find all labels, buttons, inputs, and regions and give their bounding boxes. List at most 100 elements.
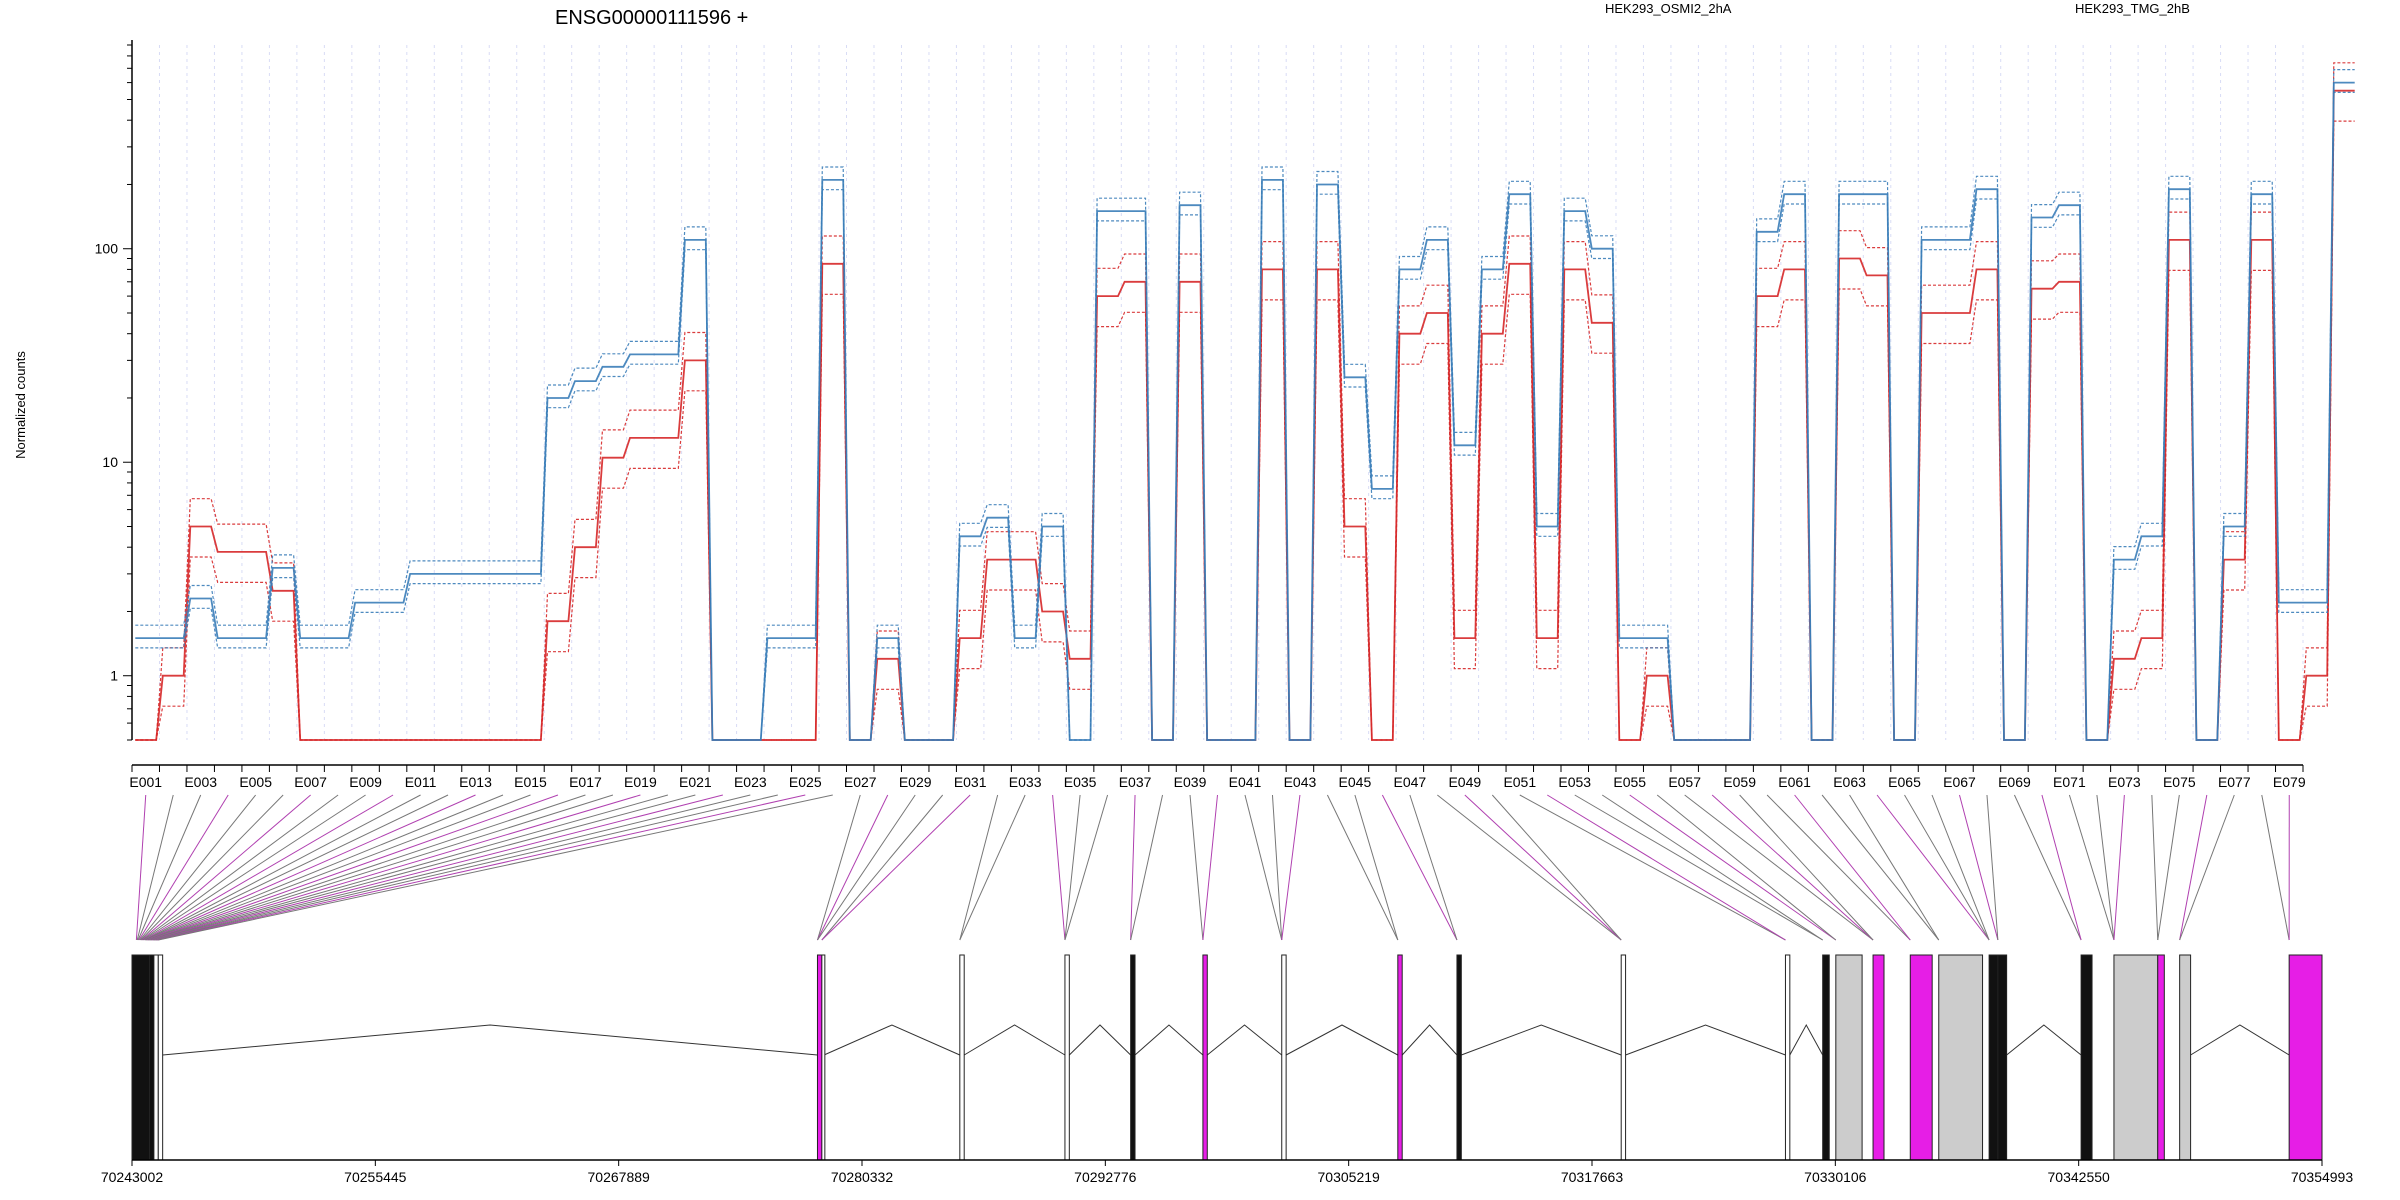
- exon-connector: [1959, 794, 1999, 941]
- exon-connector-lines: [135, 794, 2290, 941]
- exon-connector: [1491, 794, 1622, 941]
- x-tick-label: E053: [1558, 774, 1591, 790]
- genome-tick-label: 70305219: [1318, 1169, 1381, 1185]
- exon-connector: [1381, 794, 1458, 941]
- exon-block: [2080, 954, 2093, 1161]
- exon-connector: [1821, 794, 1940, 941]
- y-tick-label: 100: [95, 241, 119, 257]
- exon-block: [1202, 954, 1208, 1161]
- genome-tick-label: 70255445: [344, 1169, 407, 1185]
- x-tick-label: E061: [1778, 774, 1811, 790]
- chart-title: ENSG00000111596 +: [555, 7, 748, 29]
- x-tick-label: E045: [1339, 774, 1372, 790]
- y-axis-label: Normalized counts: [13, 351, 28, 459]
- exon-connector: [2157, 794, 2180, 941]
- x-tick-label: E025: [789, 774, 822, 790]
- vertical-grid: [131, 45, 2304, 740]
- exon-block: [959, 954, 965, 1161]
- exon-connector: [2179, 794, 2235, 941]
- exon-connector: [150, 794, 586, 941]
- intron-line: [1401, 1024, 1458, 1056]
- exon-connector: [1326, 794, 1399, 941]
- exon-connector: [2261, 794, 2290, 941]
- x-tick-label: E023: [734, 774, 767, 790]
- series-line-tmg: [135, 81, 2355, 741]
- x-tick-label: E017: [569, 774, 602, 790]
- x-tick-label: E009: [349, 774, 382, 790]
- exon-connector: [145, 794, 449, 941]
- series-line-osmi2: [135, 120, 2355, 741]
- exon-connector: [959, 794, 999, 941]
- genome-tick-label: 70354993: [2291, 1169, 2354, 1185]
- exon-block: [2179, 954, 2192, 1161]
- exon-connector: [1064, 794, 1081, 941]
- x-tick-label: E039: [1174, 774, 1207, 790]
- x-tick-label: E063: [1833, 774, 1866, 790]
- intron-line: [1285, 1024, 1399, 1056]
- y-tick-label: 10: [102, 454, 118, 470]
- exon-block: [1397, 954, 1403, 1161]
- exon-connector: [147, 794, 504, 941]
- x-tick-label: E059: [1723, 774, 1756, 790]
- exon-connector: [149, 794, 559, 941]
- exon-block: [157, 954, 164, 1161]
- exon-connector: [2068, 794, 2115, 941]
- x-tick-label: E031: [954, 774, 987, 790]
- exon-connector: [155, 794, 751, 941]
- intron-line: [1461, 1024, 1622, 1056]
- exon-connector: [1574, 794, 1823, 941]
- exon-block: [131, 954, 151, 1161]
- exon-block: [1997, 954, 2008, 1161]
- x-tick-label: E001: [129, 774, 162, 790]
- exon-connector: [152, 794, 669, 941]
- x-tick-label: E057: [1668, 774, 1701, 790]
- intron-line: [1134, 1024, 1204, 1056]
- exon-connector: [1271, 794, 1283, 941]
- exon-block: [1281, 954, 1287, 1161]
- x-tick-label: E033: [1009, 774, 1042, 790]
- exon-connector: [1739, 794, 1874, 941]
- exon-connector: [1354, 794, 1399, 941]
- exon-connector: [821, 794, 944, 941]
- x-tick-label: E075: [2163, 774, 2196, 790]
- x-tick-label: E067: [1943, 774, 1976, 790]
- exon-connector: [1547, 794, 1786, 941]
- exon-connector: [959, 794, 1026, 941]
- exon-connector: [1189, 794, 1204, 941]
- intron-line: [1206, 1024, 1283, 1056]
- exon-block: [2288, 954, 2323, 1161]
- intron-line: [1789, 1023, 1824, 1056]
- exon-connector: [136, 794, 174, 941]
- exon-connector: [1409, 794, 1458, 941]
- exon-connector: [2041, 794, 2082, 941]
- x-tick-label: E079: [2273, 774, 2306, 790]
- exon-block: [153, 954, 159, 1161]
- intron-line: [823, 1024, 961, 1056]
- x-tick-label: E043: [1284, 774, 1317, 790]
- exon-block: [1835, 954, 1863, 1161]
- exon-connector: [2151, 794, 2159, 941]
- exon-block: [1872, 954, 1885, 1161]
- exon-connector: [1931, 794, 1990, 941]
- genome-tick-label: 70292776: [1074, 1169, 1137, 1185]
- genome-tick-label: 70342550: [2048, 1169, 2111, 1185]
- legend-label-tmg: HEK293_TMG_2hB: [2075, 1, 2190, 16]
- exon-connector: [158, 794, 833, 941]
- x-tick-label: E011: [405, 774, 437, 790]
- exon-connector: [1281, 794, 1301, 941]
- genome-tick-label: 70267889: [588, 1169, 651, 1185]
- exon-connector: [1986, 794, 1999, 941]
- exon-connector: [817, 794, 916, 941]
- x-tick-label: E049: [1448, 774, 1481, 790]
- exon-connector: [1629, 794, 1837, 941]
- exon-connector: [141, 794, 311, 941]
- exon-connector: [148, 794, 531, 941]
- gene-model-track: [131, 954, 2323, 1161]
- x-tick-label: E071: [2053, 774, 2086, 790]
- x-tick-label: E055: [1613, 774, 1646, 790]
- series-line-osmi2: [135, 89, 2355, 741]
- intron-line: [162, 1024, 818, 1056]
- exon-connector: [153, 794, 696, 941]
- x-tick-label: E027: [844, 774, 877, 790]
